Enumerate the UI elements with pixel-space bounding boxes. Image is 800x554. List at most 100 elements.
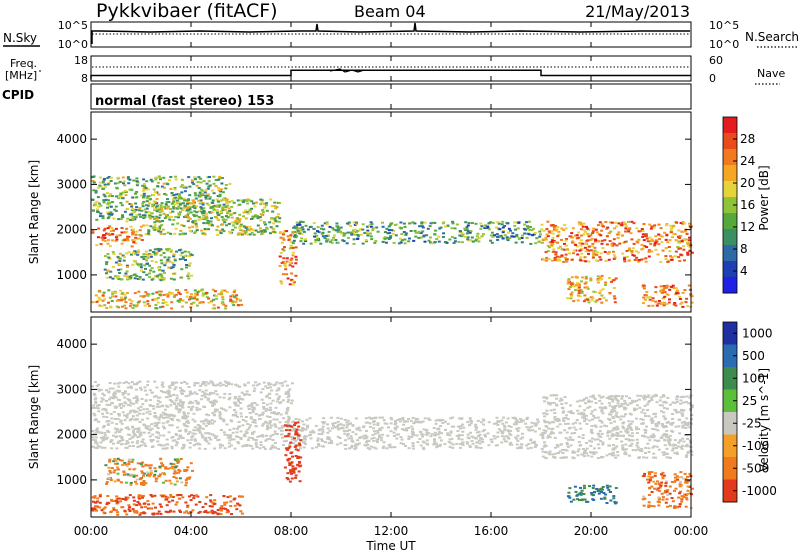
velocity-echo-cell — [320, 433, 324, 436]
power-echo-cell — [357, 234, 361, 237]
colorbar-tick-label: 20 — [740, 176, 755, 190]
velocity-echo-cell — [582, 398, 586, 401]
power-echo-cell — [197, 194, 201, 197]
velocity-echo-cell — [620, 402, 624, 405]
velocity-echo-cell — [245, 390, 249, 393]
velocity-echo-cell — [175, 394, 179, 397]
velocity-echo-cell — [348, 447, 351, 450]
power-echo-cell — [294, 227, 298, 230]
power-echo-cell — [108, 245, 112, 248]
power-echo-cell — [567, 280, 570, 283]
power-echo-cell — [188, 255, 191, 258]
power-echo-cell — [162, 277, 166, 280]
velocity-echo-cell — [323, 421, 327, 424]
velocity-echo-cell — [275, 389, 279, 392]
power-echo-cell — [131, 218, 135, 221]
velocity-echo-cell — [556, 425, 560, 428]
velocity-echo-cell — [440, 432, 444, 435]
velocity-echo-cell — [577, 412, 581, 415]
velocity-echo-cell — [500, 419, 504, 422]
power-echo-cell — [577, 231, 581, 234]
power-echo-cell — [466, 236, 470, 239]
velocity-echo-cell — [684, 426, 688, 429]
velocity-echo-cell — [179, 458, 183, 460]
power-echo-cell — [157, 208, 161, 211]
power-echo-cell — [574, 289, 577, 291]
power-echo-cell — [200, 210, 204, 213]
power-echo-cell — [431, 221, 435, 224]
velocity-echo-cell — [200, 398, 204, 401]
velocity-echo-cell — [639, 394, 643, 397]
velocity-echo-cell — [145, 426, 148, 428]
power-echo-cell — [181, 299, 185, 302]
velocity-echo-cell — [95, 447, 99, 450]
velocity-echo-cell — [159, 443, 163, 446]
velocity-echo-cell — [354, 417, 358, 420]
velocity-echo-cell — [174, 399, 178, 402]
power-echo-cell — [636, 241, 640, 244]
velocity-echo-cell — [172, 510, 176, 513]
power-echo-cell — [651, 240, 655, 243]
power-echo-cell — [106, 269, 110, 272]
velocity-echo-cell — [610, 452, 614, 455]
velocity-echo-cell — [675, 398, 679, 401]
velocity-echo-cell — [106, 495, 110, 497]
power-echo-cell — [163, 264, 167, 267]
power-echo-cell — [138, 207, 142, 209]
velocity-echo-cell — [504, 421, 508, 424]
power-echo-cell — [230, 216, 234, 219]
power-echo-cell — [262, 229, 266, 231]
velocity-echo-cell — [112, 410, 116, 413]
velocity-echo-cell — [94, 402, 98, 405]
velocity-echo-cell — [591, 394, 595, 397]
velocity-echo-cell — [378, 428, 382, 431]
power-echo-cell — [199, 195, 203, 198]
power-echo-cell — [550, 241, 554, 243]
velocity-echo-cell — [125, 416, 129, 419]
velocity-echo-cell — [178, 399, 182, 402]
velocity-echo-cell — [681, 424, 685, 427]
power-echo-cell — [110, 213, 114, 216]
velocity-echo-cell — [262, 381, 266, 384]
power-echo-cell — [142, 255, 145, 258]
velocity-echo-cell — [161, 381, 165, 384]
power-echo-cell — [181, 256, 185, 258]
power-echo-cell — [501, 226, 505, 229]
power-echo-cell — [654, 248, 658, 251]
power-echo-cell — [223, 289, 227, 292]
velocity-echo-cell — [433, 431, 437, 434]
velocity-echo-cell — [100, 446, 104, 449]
power-echo-cell — [120, 204, 124, 207]
cpid-panel: CPID normal (fast stereo) 153 — [2, 83, 692, 110]
power-echo-cell — [688, 236, 691, 239]
velocity-echo-cell — [436, 419, 440, 421]
velocity-echo-cell — [166, 413, 170, 416]
velocity-echo-cell — [115, 447, 119, 450]
velocity-echo-cell — [425, 439, 429, 442]
power-echo-cell — [289, 244, 293, 247]
power-echo-cell — [103, 268, 107, 271]
power-echo-cell — [654, 286, 658, 289]
velocity-echo-cell — [150, 440, 154, 443]
velocity-echo-cell — [479, 421, 483, 424]
velocity-echo-cell — [199, 420, 203, 423]
power-echo-cell — [640, 243, 644, 246]
power-echo-cell — [678, 295, 682, 298]
velocity-echo-cell — [475, 441, 479, 444]
velocity-echo-cell — [648, 399, 651, 402]
power-echo-cell — [513, 224, 517, 227]
velocity-echo-cell — [140, 398, 144, 400]
velocity-echo-cell — [412, 447, 415, 450]
power-echo-cell — [132, 211, 136, 214]
velocity-echo-cell — [264, 409, 268, 412]
velocity-echo-cell — [569, 412, 573, 414]
velocity-echo-cell — [353, 445, 357, 448]
velocity-echo-cell — [153, 412, 157, 414]
power-echo-cell — [149, 178, 153, 181]
velocity-echo-cell — [138, 433, 142, 436]
velocity-echo-cell — [525, 426, 529, 429]
power-echo-cell — [107, 195, 111, 198]
velocity-echo-cell — [168, 386, 172, 389]
power-echo-cell — [673, 255, 677, 258]
power-echo-cell — [235, 217, 239, 220]
